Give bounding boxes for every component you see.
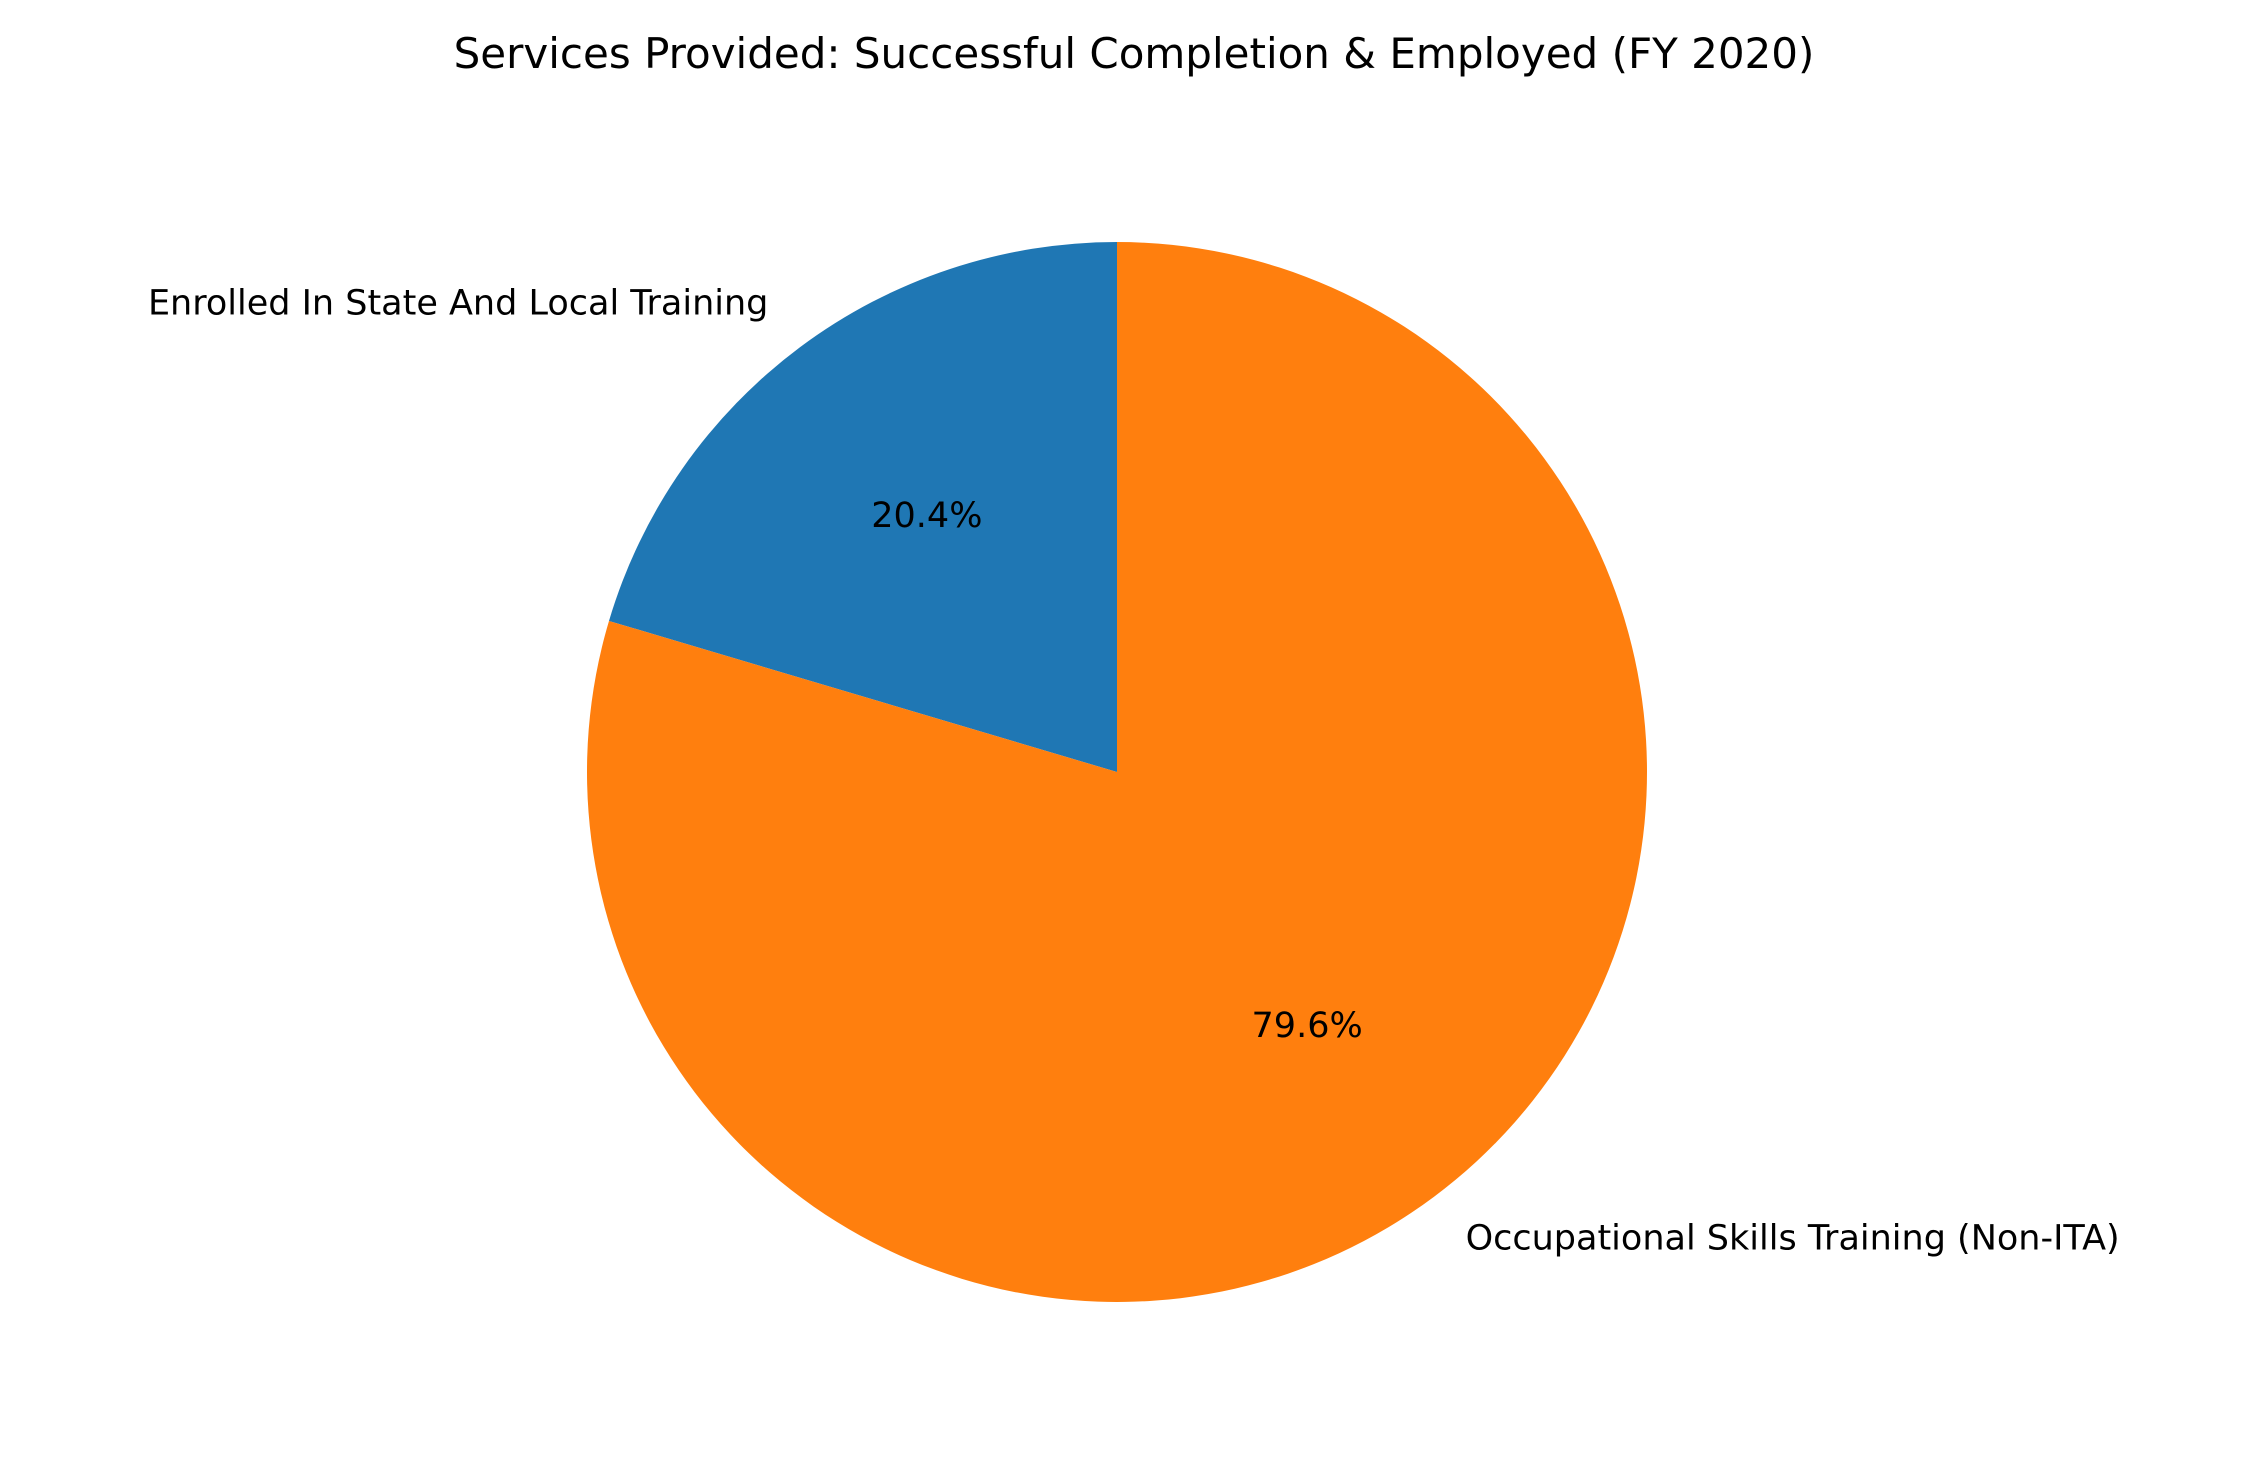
- pie-labels: Enrolled In State And Local Training 20.4…: [148, 284, 2120, 1259]
- slice-percent-label-0: 20.4%: [871, 496, 982, 536]
- pie-slice-0: [608, 242, 1117, 772]
- pie-slices: [587, 242, 1647, 1302]
- chart-title: Services Provided: Successful Completion…: [454, 29, 1815, 78]
- slice-label-0: Enrolled In State And Local Training: [148, 284, 768, 324]
- slice-percent-label-1: 79.6%: [1252, 1006, 1363, 1046]
- slice-label-1: Occupational Skills Training (Non-ITA): [1466, 1218, 2120, 1258]
- pie-slice-1: [587, 242, 1647, 1302]
